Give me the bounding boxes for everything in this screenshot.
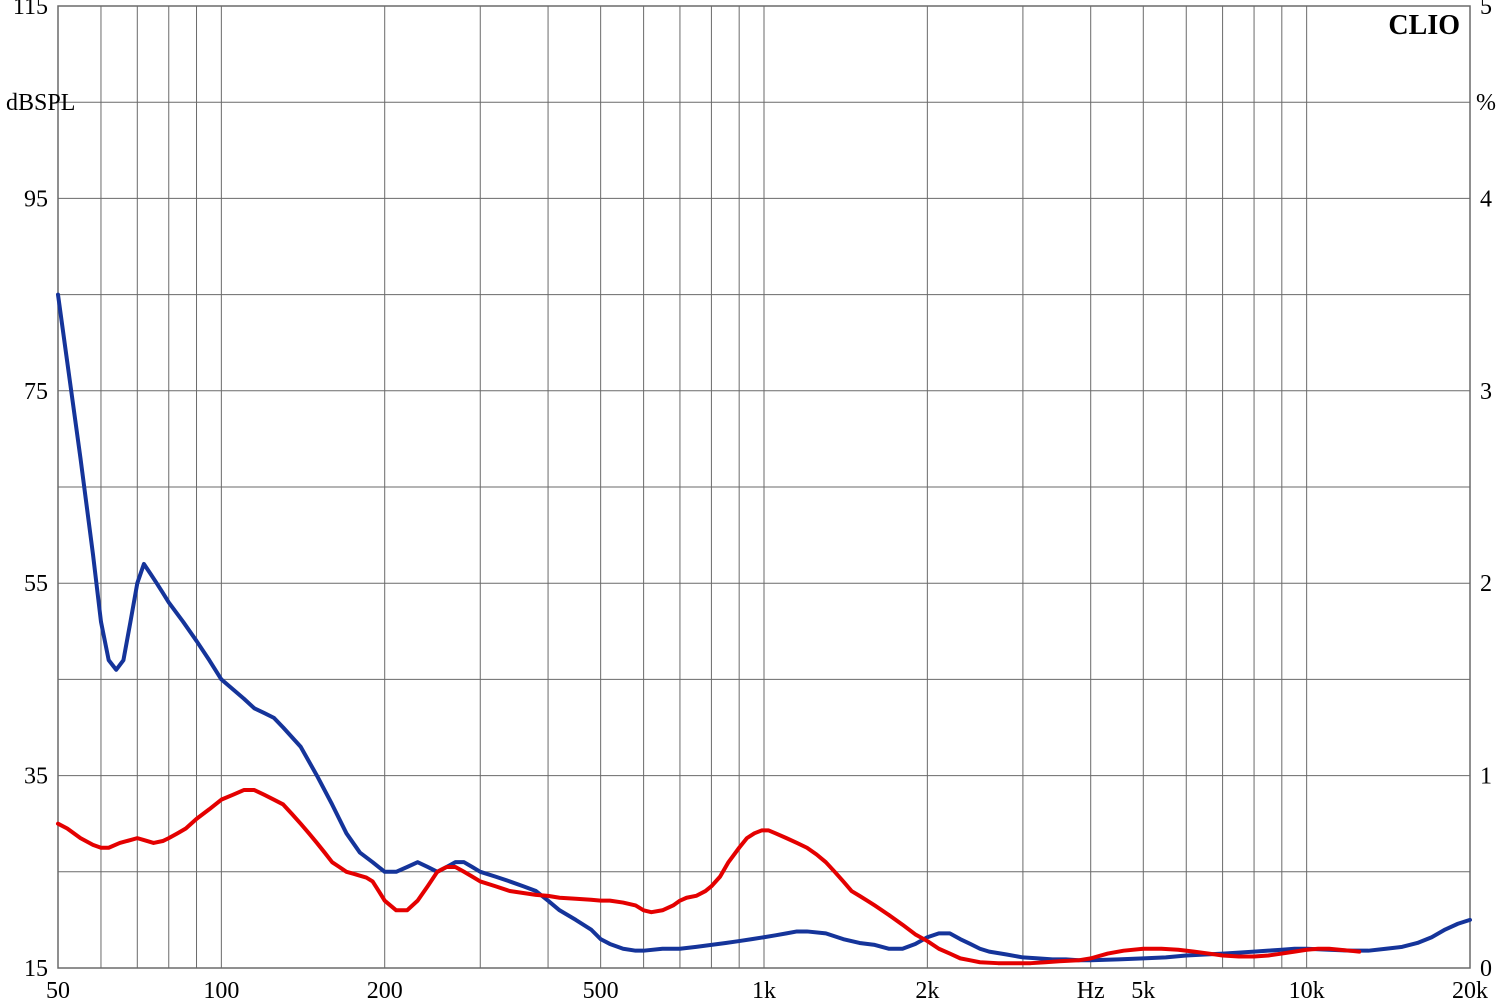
- y-right-tick-label: 1: [1480, 764, 1492, 790]
- chart-svg: 1535557595115dBSPL012345%501002005001k2k…: [0, 0, 1500, 1003]
- frequency-response-chart: 1535557595115dBSPL012345%501002005001k2k…: [0, 0, 1500, 1003]
- x-unit-label: Hz: [1077, 978, 1105, 1003]
- y-right-tick-label: 5: [1480, 0, 1492, 20]
- y-left-tick-label: 55: [24, 571, 48, 597]
- x-tick-label: 50: [46, 978, 70, 1003]
- y-left-tick-label: 75: [24, 379, 48, 405]
- y-left-tick-label: 15: [24, 956, 48, 982]
- y-right-tick-label: 4: [1480, 186, 1492, 212]
- y-left-tick-label: 115: [13, 0, 48, 20]
- y-right-tick-label: 2: [1480, 571, 1492, 597]
- brand-label: CLIO: [1388, 10, 1460, 41]
- y-right-tick-label: 3: [1480, 379, 1492, 405]
- y-right-unit-label: %: [1476, 90, 1496, 116]
- x-tick-label: 100: [203, 978, 239, 1003]
- x-tick-label: 500: [583, 978, 619, 1003]
- x-tick-label: 10k: [1289, 978, 1325, 1003]
- y-left-tick-label: 35: [24, 764, 48, 790]
- x-tick-label: 2k: [915, 978, 939, 1003]
- y-left-unit-label: dBSPL: [6, 90, 75, 116]
- x-tick-label: 1k: [752, 978, 776, 1003]
- y-left-tick-label: 95: [24, 186, 48, 212]
- x-tick-label: 5k: [1131, 978, 1155, 1003]
- x-tick-label: 20k: [1452, 978, 1488, 1003]
- x-tick-label: 200: [367, 978, 403, 1003]
